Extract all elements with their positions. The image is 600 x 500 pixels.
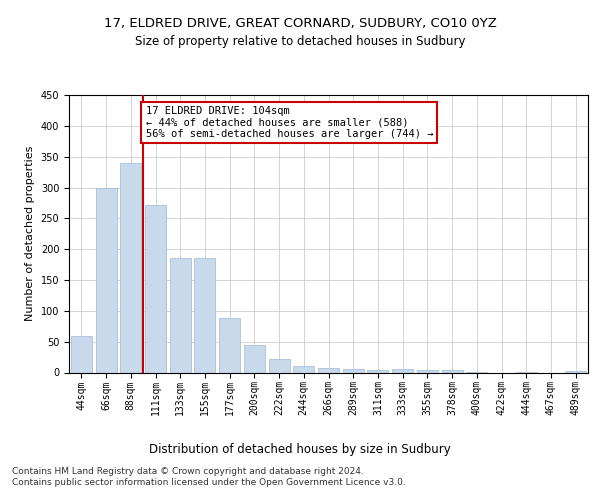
Bar [343,370,364,372]
Bar [120,163,141,372]
Bar [318,368,339,372]
Bar [269,359,290,372]
Text: Contains HM Land Registry data © Crown copyright and database right 2024.
Contai: Contains HM Land Registry data © Crown c… [12,468,406,487]
Bar [244,345,265,372]
Text: Size of property relative to detached houses in Sudbury: Size of property relative to detached ho… [135,35,465,48]
Bar [392,370,413,372]
Text: 17, ELDRED DRIVE, GREAT CORNARD, SUDBURY, CO10 0YZ: 17, ELDRED DRIVE, GREAT CORNARD, SUDBURY… [104,18,496,30]
Bar [367,370,388,372]
Y-axis label: Number of detached properties: Number of detached properties [25,146,35,322]
Bar [194,258,215,372]
Text: 17 ELDRED DRIVE: 104sqm
← 44% of detached houses are smaller (588)
56% of semi-d: 17 ELDRED DRIVE: 104sqm ← 44% of detache… [146,106,433,140]
Bar [95,188,116,372]
Bar [71,336,92,372]
Bar [565,370,586,372]
Bar [219,318,240,372]
Text: Distribution of detached houses by size in Sudbury: Distribution of detached houses by size … [149,442,451,456]
Bar [170,258,191,372]
Bar [145,205,166,372]
Bar [293,366,314,372]
Bar [442,370,463,372]
Bar [417,370,438,372]
